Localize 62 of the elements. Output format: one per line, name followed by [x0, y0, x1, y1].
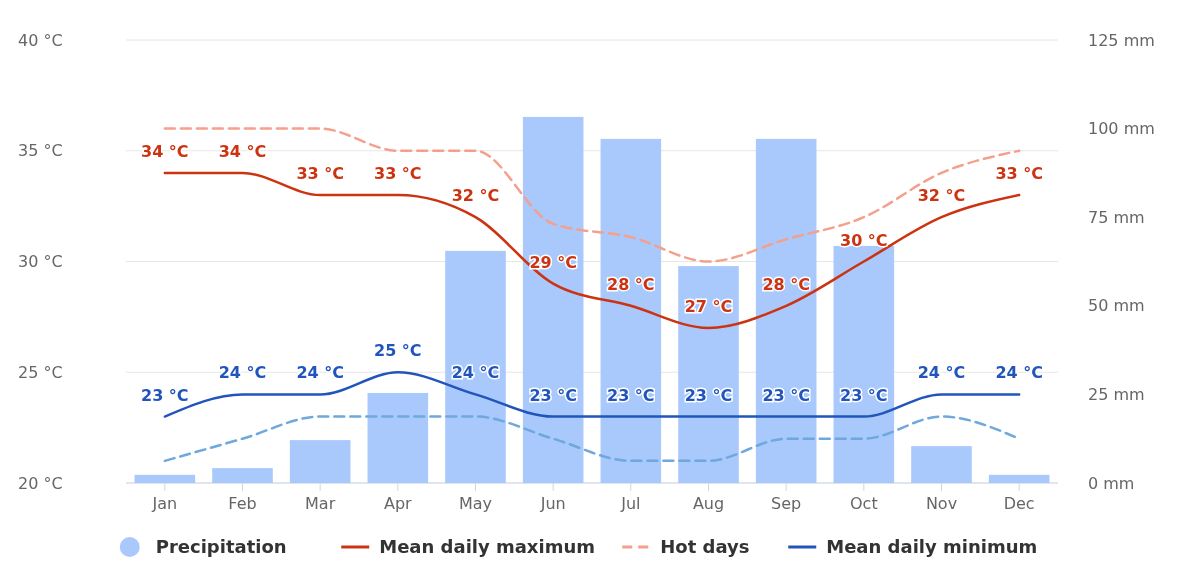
- y2-tick-label: 50 mm: [1088, 296, 1145, 316]
- data-label: 24 °C: [451, 363, 500, 383]
- data-label: 32 °C: [917, 186, 966, 206]
- y2-tick-label: 125 mm: [1088, 30, 1155, 50]
- legend-label: Mean daily minimum: [826, 536, 1038, 558]
- y2-tick-label: 25 mm: [1088, 385, 1145, 404]
- data-label: 23 °C: [529, 385, 577, 405]
- bar: [600, 138, 662, 483]
- data-label: 34 °C: [141, 141, 189, 161]
- data-label: 27 °C: [684, 296, 733, 316]
- y-tick-label: 30 °C: [18, 252, 63, 272]
- bar: [755, 138, 817, 483]
- x-tick-label: Jul: [620, 494, 641, 513]
- data-label: 24 °C: [995, 363, 1043, 383]
- data-label: 23 °C: [607, 385, 655, 405]
- y2-tick-label: 75 mm: [1088, 207, 1145, 227]
- x-tick-label: Jun: [539, 494, 566, 513]
- bar: [134, 474, 196, 483]
- bar: [367, 392, 429, 483]
- data-label: 24 °C: [218, 363, 267, 383]
- data-label: 33 °C: [995, 164, 1043, 184]
- legend-label: Precipitation: [155, 536, 287, 558]
- data-label: 28 °C: [607, 274, 655, 294]
- y-tick-label: 40 °C: [18, 30, 63, 50]
- x-tick-label: Mar: [305, 494, 336, 513]
- x-tick-label: Jan: [151, 494, 178, 513]
- x-tick-label: Sep: [771, 494, 802, 513]
- y2-tick-label: 0 mm: [1088, 473, 1135, 493]
- data-label: 23 °C: [840, 385, 888, 405]
- x-tick-label: Dec: [1003, 494, 1035, 513]
- bar: [911, 446, 972, 483]
- x-tick-label: Nov: [925, 494, 958, 513]
- bar: [445, 250, 506, 483]
- data-label: 25 °C: [374, 341, 422, 361]
- legend-label: Hot days: [660, 536, 750, 558]
- bar: [833, 245, 895, 483]
- x-tick-label: Oct: [850, 494, 878, 513]
- bar: [988, 474, 1050, 483]
- data-label: 24 °C: [917, 363, 966, 383]
- x-tick-label: May: [458, 494, 493, 513]
- x-tick-label: Aug: [692, 494, 725, 513]
- data-label: 29 °C: [529, 252, 577, 272]
- data-label: 34 °C: [218, 141, 267, 161]
- y2-tick-label: 100 mm: [1088, 119, 1155, 139]
- data-label: 23 °C: [684, 385, 733, 405]
- bar: [522, 116, 584, 483]
- data-label: 23 °C: [762, 385, 810, 405]
- data-label: 23 °C: [141, 385, 189, 405]
- data-label: 24 °C: [296, 363, 344, 383]
- y-tick-label: 25 °C: [18, 362, 63, 382]
- x-tick-label: Apr: [383, 494, 413, 513]
- y-tick-label: 35 °C: [18, 141, 63, 161]
- data-label: 33 °C: [296, 164, 344, 184]
- data-label: 32 °C: [451, 186, 500, 206]
- data-label: 28 °C: [762, 274, 810, 294]
- bar: [212, 468, 273, 483]
- bar: [289, 440, 351, 483]
- x-tick-label: Feb: [228, 494, 257, 513]
- legend-label: Mean daily maximum: [379, 536, 595, 558]
- data-label: 30 °C: [840, 230, 888, 250]
- data-label: 33 °C: [374, 164, 422, 184]
- y-tick-label: 20 °C: [18, 473, 63, 493]
